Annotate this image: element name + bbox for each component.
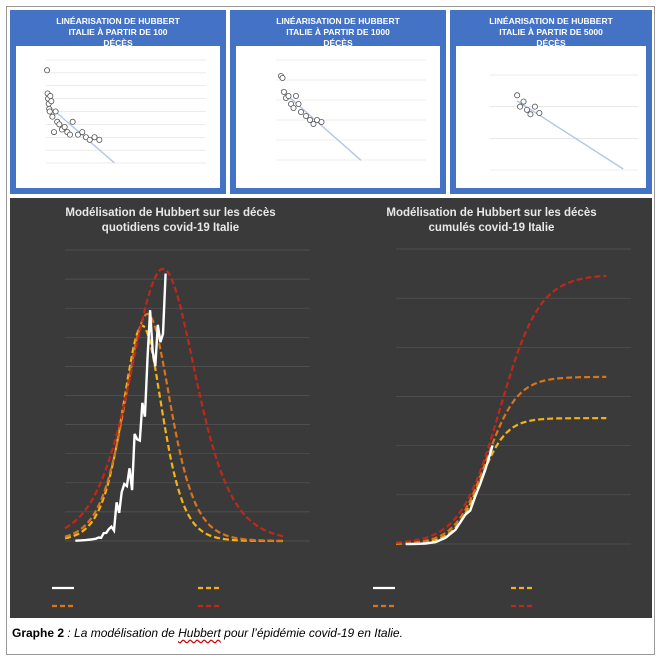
data-point [295, 101, 302, 108]
chart-title-line: LINÉARISATION DE HUBBERT [276, 16, 400, 26]
chart-title-line: ITALIE À PARTIR DE 1000 [286, 27, 390, 37]
cumulative-deaths-chart: Modélisation de Hubbert sur les décès cum… [331, 198, 652, 618]
model-curve [396, 375, 607, 545]
data-point [49, 113, 56, 120]
chart-title-line: DÉCÈS [536, 38, 566, 48]
trendline [280, 89, 362, 161]
data-point [52, 108, 59, 115]
plot-area-background [236, 46, 440, 188]
data-point [290, 105, 297, 112]
data-point [44, 67, 51, 74]
data-point [96, 136, 103, 143]
chart-title-line: DÉCÈS [103, 38, 133, 48]
caption-text-before: : La modélisation de [64, 626, 179, 640]
chart-svg-cumulative: Modélisation de Hubbert sur les décès cum… [331, 198, 652, 618]
plot-area-background [16, 46, 220, 188]
caption-text-after: pour l’épidémie covid-19 en Italie. [220, 626, 403, 640]
data-point [46, 108, 53, 115]
plot-area-background [456, 46, 646, 188]
data-point [285, 93, 292, 100]
hubbert-chart-1000: LINÉARISATION DE HUBBERT ITALIE À PARTIR … [230, 10, 446, 194]
panel-background [331, 198, 652, 618]
model-curve [64, 312, 285, 542]
measurements-line [405, 445, 494, 546]
chart-title-line: quotidiens covid-19 Italie [102, 222, 239, 234]
data-point [279, 75, 286, 82]
data-point [281, 89, 288, 96]
data-point [517, 103, 524, 110]
caption-hubbert: Hubbert [178, 626, 221, 640]
chart-title-line: Modélisation de Hubbert sur les décès [386, 207, 596, 219]
measurements-line [75, 273, 167, 542]
data-point [51, 129, 58, 136]
chart-title-line: DÉCÈS [323, 38, 353, 48]
data-point [79, 129, 86, 136]
data-point [56, 121, 63, 128]
data-point [67, 131, 74, 138]
data-point [531, 103, 538, 110]
daily-deaths-chart: Modélisation de Hubbert sur les décès quo… [10, 198, 331, 618]
hubbert-chart-5000: LINÉARISATION DE HUBBERT ITALIE À PARTIR … [450, 10, 652, 194]
data-point [318, 119, 325, 126]
data-point [310, 121, 317, 128]
data-point [298, 109, 305, 116]
data-point [91, 134, 98, 141]
data-point [307, 117, 314, 124]
model-curve [396, 417, 607, 545]
data-point [520, 98, 527, 105]
data-point [524, 106, 531, 113]
data-point [47, 93, 54, 100]
data-point [75, 131, 82, 138]
model-curve [395, 274, 607, 544]
chart-svg-daily: Modélisation de Hubbert sur les décès quo… [10, 198, 331, 618]
chart-title-line: ITALIE À PARTIR DE 5000 [499, 27, 603, 37]
model-curve [64, 267, 285, 538]
chart-title-line: cumulés covid-19 Italie [429, 222, 555, 234]
hubbert-chart-100: LINÉARISATION DE HUBBERT ITALIE À PARTIR … [10, 10, 226, 194]
data-point [527, 111, 534, 118]
data-point [536, 110, 543, 117]
trendline [516, 100, 624, 170]
data-point [86, 136, 93, 143]
data-point [514, 92, 521, 99]
model-curve [64, 324, 285, 543]
chart-title-line: LINÉARISATION DE HUBBERT [489, 16, 613, 26]
chart-title-line: LINÉARISATION DE HUBBERT [56, 16, 180, 26]
chart-title-line: ITALIE À PARTIR DE 100 [69, 27, 168, 37]
data-point [303, 113, 310, 120]
data-point [48, 98, 55, 105]
caption-label: Graphe 2 [12, 626, 65, 640]
data-point [69, 118, 76, 125]
data-point [61, 123, 68, 130]
figure-caption: Graphe 2 : La modélisation de Hubbert po… [12, 626, 403, 640]
chart-title-line: Modélisation de Hubbert sur les décès [65, 207, 275, 219]
data-point [293, 93, 300, 100]
